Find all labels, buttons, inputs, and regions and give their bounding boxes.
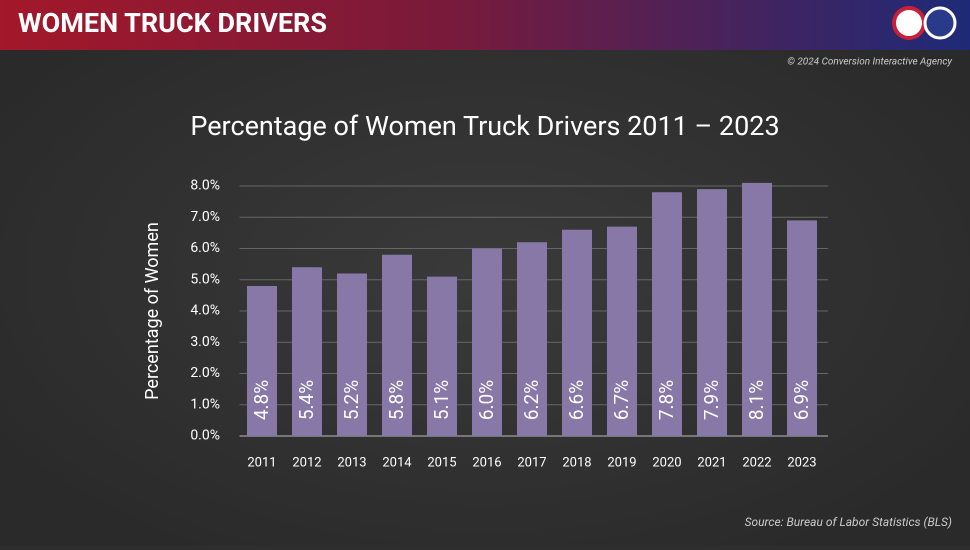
x-tick-label: 2019	[607, 455, 636, 470]
data-label: 8.1%	[745, 380, 768, 420]
y-tick-label: 1.0%	[190, 396, 220, 412]
x-tick-label: 2017	[517, 455, 546, 470]
y-tick-label: 6.0%	[190, 240, 220, 256]
x-tick-label: 2013	[337, 455, 366, 470]
bar	[247, 286, 277, 436]
logo	[892, 6, 926, 40]
x-tick-label: 2015	[427, 455, 456, 470]
data-label: 5.2%	[340, 380, 363, 420]
x-tick-label: 2018	[562, 455, 591, 470]
y-tick-label: 0.0%	[190, 428, 220, 444]
data-label: 6.0%	[475, 380, 498, 420]
y-tick-label: 8.0%	[190, 178, 220, 194]
bar	[337, 273, 367, 436]
header-title: WOMEN TRUCK DRIVERS	[18, 7, 327, 39]
bar	[787, 220, 817, 436]
data-label: 5.4%	[295, 380, 318, 420]
bar	[607, 226, 637, 436]
y-tick-label: 5.0%	[190, 271, 220, 287]
bar	[292, 267, 322, 436]
bar	[562, 229, 592, 436]
x-tick-label: 2016	[472, 455, 501, 470]
data-label: 5.1%	[430, 380, 453, 420]
bar	[382, 254, 412, 436]
y-tick-label: 2.0%	[190, 365, 220, 381]
x-tick-label: 2023	[787, 455, 816, 470]
x-tick-label: 2020	[652, 455, 681, 470]
logo	[923, 6, 957, 40]
x-tick-label: 2021	[697, 455, 726, 470]
x-tick-label: 2011	[247, 455, 276, 470]
data-label: 4.8%	[250, 380, 273, 420]
bar	[517, 242, 547, 436]
x-tick-label: 2014	[382, 455, 412, 470]
y-axis-label: Percentage of Women	[142, 222, 163, 400]
y-tick-label: 7.0%	[190, 209, 220, 225]
data-label: 6.2%	[520, 380, 543, 420]
bar	[742, 182, 772, 436]
bar	[652, 192, 682, 436]
bar	[472, 248, 502, 436]
data-label: 6.9%	[790, 380, 813, 420]
copyright: © 2024 Conversion Interactive Agency	[787, 57, 952, 68]
data-label: 6.6%	[565, 380, 588, 420]
x-tick-label: 2022	[742, 455, 771, 470]
bar	[697, 189, 727, 436]
y-tick-label: 3.0%	[190, 334, 220, 350]
source: Source: Bureau of Labor Statistics (BLS)	[745, 515, 952, 529]
y-tick-label: 4.0%	[190, 303, 220, 319]
data-label: 7.8%	[655, 380, 678, 420]
data-label: 7.9%	[700, 380, 723, 420]
data-label: 5.8%	[385, 380, 408, 420]
x-tick-label: 2012	[292, 455, 321, 470]
bar	[427, 276, 457, 436]
chart-title: Percentage of Women Truck Drivers 2011 –…	[190, 110, 779, 142]
header-bar	[0, 0, 970, 50]
data-label: 6.7%	[610, 380, 633, 420]
